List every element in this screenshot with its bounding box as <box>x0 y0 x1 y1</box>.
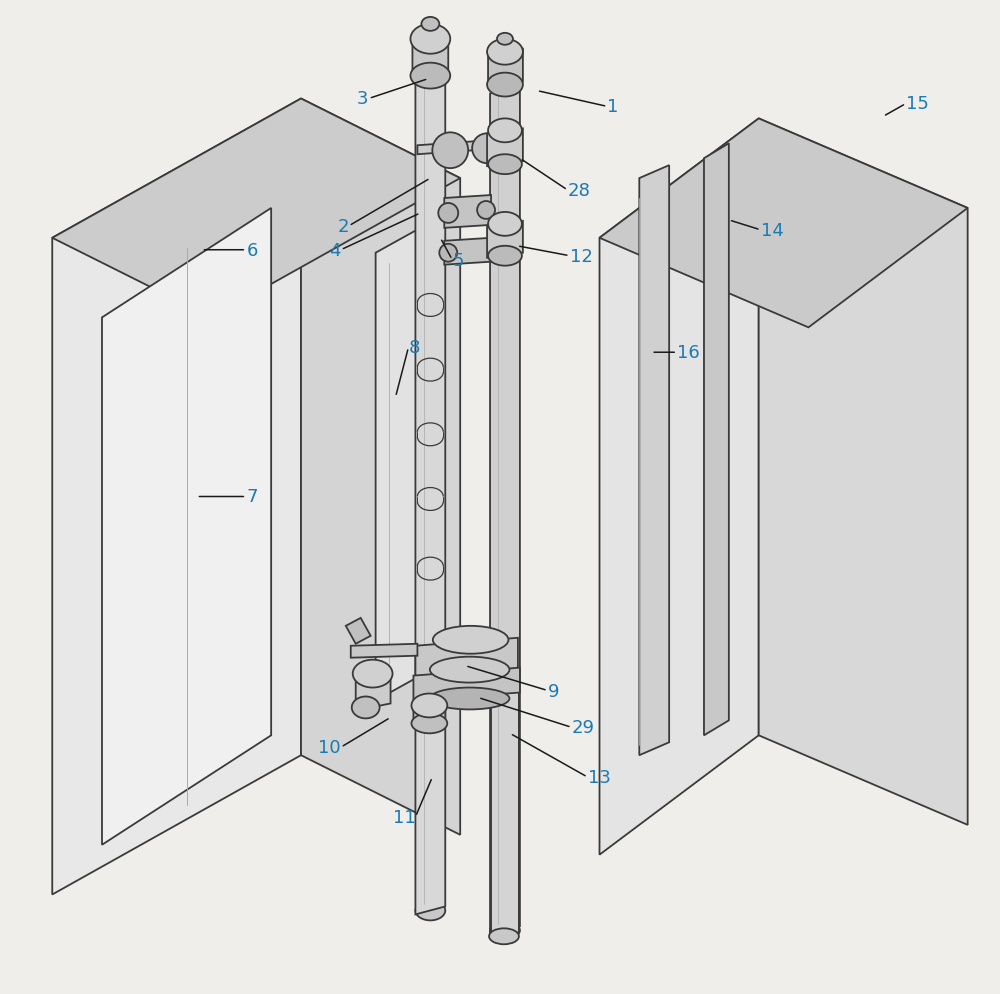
Text: 29: 29 <box>572 719 595 737</box>
Text: 28: 28 <box>568 182 591 200</box>
Polygon shape <box>301 99 460 835</box>
Polygon shape <box>639 166 669 755</box>
Text: 13: 13 <box>588 768 610 786</box>
Ellipse shape <box>410 25 450 55</box>
Polygon shape <box>487 222 523 258</box>
Ellipse shape <box>488 155 522 175</box>
Polygon shape <box>600 119 968 328</box>
Polygon shape <box>490 86 520 934</box>
Polygon shape <box>487 129 523 167</box>
Text: 14: 14 <box>761 222 784 240</box>
Polygon shape <box>52 99 301 895</box>
Text: 1: 1 <box>607 98 619 116</box>
Polygon shape <box>356 674 391 711</box>
Polygon shape <box>413 706 445 726</box>
Polygon shape <box>415 638 518 681</box>
Polygon shape <box>491 689 519 939</box>
Ellipse shape <box>472 134 502 164</box>
Ellipse shape <box>439 245 457 262</box>
Polygon shape <box>444 239 491 265</box>
Text: 5: 5 <box>452 251 464 269</box>
Ellipse shape <box>433 626 508 654</box>
Text: 11: 11 <box>393 808 415 826</box>
Polygon shape <box>759 119 968 825</box>
Polygon shape <box>52 99 460 318</box>
Text: 4: 4 <box>329 242 341 259</box>
Ellipse shape <box>488 247 522 266</box>
Ellipse shape <box>352 697 380 719</box>
Text: 3: 3 <box>357 90 369 108</box>
Polygon shape <box>600 119 759 855</box>
Ellipse shape <box>415 901 445 920</box>
Ellipse shape <box>488 119 522 143</box>
Ellipse shape <box>487 40 523 66</box>
Polygon shape <box>488 50 523 86</box>
Ellipse shape <box>353 660 393 688</box>
Ellipse shape <box>490 921 520 939</box>
Ellipse shape <box>432 133 468 169</box>
Text: 12: 12 <box>570 248 593 265</box>
Ellipse shape <box>497 34 513 46</box>
Ellipse shape <box>430 688 509 710</box>
Polygon shape <box>417 139 517 155</box>
Ellipse shape <box>477 202 495 220</box>
Text: 9: 9 <box>548 682 559 700</box>
Polygon shape <box>346 618 371 644</box>
Polygon shape <box>102 209 271 845</box>
Ellipse shape <box>411 694 447 718</box>
Polygon shape <box>415 77 445 914</box>
Polygon shape <box>376 229 420 701</box>
Ellipse shape <box>490 69 520 96</box>
Text: 10: 10 <box>318 739 341 756</box>
Ellipse shape <box>433 667 508 691</box>
Text: 16: 16 <box>677 344 700 362</box>
Polygon shape <box>704 144 729 736</box>
Ellipse shape <box>410 64 450 89</box>
Ellipse shape <box>421 18 439 32</box>
Polygon shape <box>413 668 520 701</box>
Text: 8: 8 <box>408 339 420 357</box>
Ellipse shape <box>415 57 445 88</box>
Text: 2: 2 <box>337 218 349 236</box>
Ellipse shape <box>411 714 447 734</box>
Ellipse shape <box>487 74 523 97</box>
Text: 7: 7 <box>246 488 258 506</box>
Polygon shape <box>444 196 491 229</box>
Polygon shape <box>412 38 448 78</box>
Ellipse shape <box>430 657 509 683</box>
Ellipse shape <box>488 213 522 237</box>
Ellipse shape <box>489 928 519 944</box>
Ellipse shape <box>438 204 458 224</box>
Text: 15: 15 <box>906 95 929 113</box>
Polygon shape <box>351 644 417 658</box>
Text: 6: 6 <box>246 242 258 259</box>
